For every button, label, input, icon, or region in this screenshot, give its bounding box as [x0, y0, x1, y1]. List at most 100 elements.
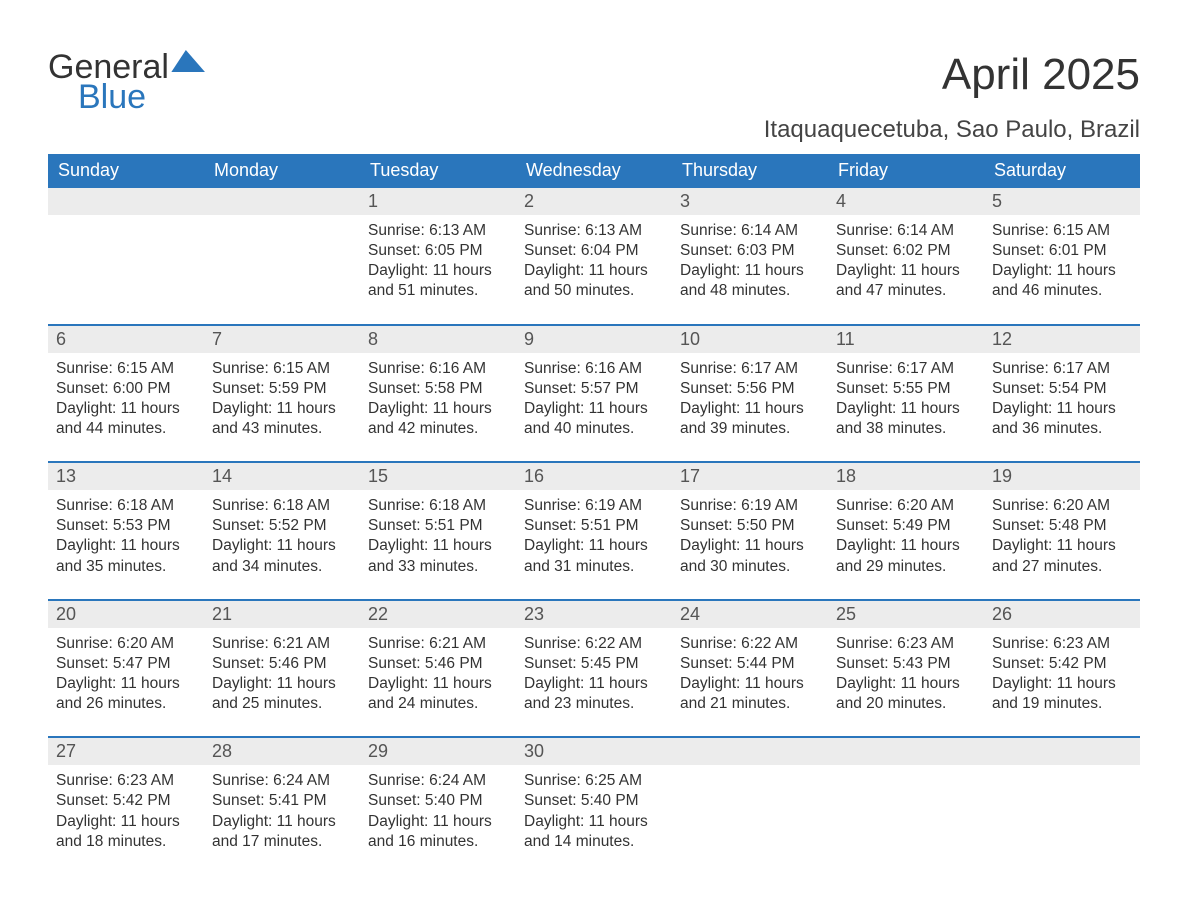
day-cell: Sunrise: 6:23 AMSunset: 5:43 PMDaylight:…: [828, 628, 984, 735]
day-cell: Sunrise: 6:16 AMSunset: 5:58 PMDaylight:…: [360, 353, 516, 460]
daylight-line: Daylight: 11 hours and 39 minutes.: [680, 399, 818, 439]
day-number: 13: [48, 463, 204, 490]
sunrise-line: Sunrise: 6:23 AM: [836, 634, 974, 654]
daylight-line: Daylight: 11 hours and 17 minutes.: [212, 812, 350, 852]
sunrise-line: Sunrise: 6:19 AM: [524, 496, 662, 516]
day-number: 2: [516, 188, 672, 215]
sunrise-line: Sunrise: 6:18 AM: [56, 496, 194, 516]
day-header: Saturday: [984, 154, 1140, 188]
daylight-line: Daylight: 11 hours and 46 minutes.: [992, 261, 1130, 301]
sunrise-line: Sunrise: 6:13 AM: [524, 221, 662, 241]
week-block: 12345Sunrise: 6:13 AMSunset: 6:05 PMDayl…: [48, 188, 1140, 322]
sunrise-line: Sunrise: 6:17 AM: [836, 359, 974, 379]
sunset-line: Sunset: 5:40 PM: [368, 791, 506, 811]
day-cell: Sunrise: 6:19 AMSunset: 5:50 PMDaylight:…: [672, 490, 828, 597]
sunset-line: Sunset: 5:55 PM: [836, 379, 974, 399]
sunset-line: Sunset: 5:53 PM: [56, 516, 194, 536]
sunrise-line: Sunrise: 6:14 AM: [836, 221, 974, 241]
day-cell: Sunrise: 6:15 AMSunset: 5:59 PMDaylight:…: [204, 353, 360, 460]
day-number: 28: [204, 738, 360, 765]
day-cell: Sunrise: 6:15 AMSunset: 6:01 PMDaylight:…: [984, 215, 1140, 322]
sunrise-line: Sunrise: 6:16 AM: [524, 359, 662, 379]
day-number: 14: [204, 463, 360, 490]
day-number: 27: [48, 738, 204, 765]
daylight-line: Daylight: 11 hours and 40 minutes.: [524, 399, 662, 439]
day-cell: Sunrise: 6:16 AMSunset: 5:57 PMDaylight:…: [516, 353, 672, 460]
day-header-row: SundayMondayTuesdayWednesdayThursdayFrid…: [48, 154, 1140, 188]
brand-logo: General Blue: [48, 50, 201, 114]
day-number: 15: [360, 463, 516, 490]
calendar: SundayMondayTuesdayWednesdayThursdayFrid…: [48, 154, 1140, 872]
brand-part2: Blue: [78, 80, 201, 114]
page-header: General Blue April 2025 Itaquaquecetuba,…: [48, 50, 1140, 144]
day-number: [672, 738, 828, 765]
day-cell: Sunrise: 6:13 AMSunset: 6:04 PMDaylight:…: [516, 215, 672, 322]
sunset-line: Sunset: 5:58 PM: [368, 379, 506, 399]
day-cell: Sunrise: 6:19 AMSunset: 5:51 PMDaylight:…: [516, 490, 672, 597]
sunrise-line: Sunrise: 6:20 AM: [836, 496, 974, 516]
weeks-container: 12345Sunrise: 6:13 AMSunset: 6:05 PMDayl…: [48, 188, 1140, 872]
day-number: 22: [360, 601, 516, 628]
week-block: 20212223242526Sunrise: 6:20 AMSunset: 5:…: [48, 599, 1140, 735]
daylight-line: Daylight: 11 hours and 23 minutes.: [524, 674, 662, 714]
sunset-line: Sunset: 5:41 PM: [212, 791, 350, 811]
daylight-line: Daylight: 11 hours and 25 minutes.: [212, 674, 350, 714]
sunset-line: Sunset: 5:50 PM: [680, 516, 818, 536]
day-number: 18: [828, 463, 984, 490]
sunset-line: Sunset: 5:59 PM: [212, 379, 350, 399]
day-header: Sunday: [48, 154, 204, 188]
sunrise-line: Sunrise: 6:18 AM: [212, 496, 350, 516]
day-number: [828, 738, 984, 765]
daylight-line: Daylight: 11 hours and 50 minutes.: [524, 261, 662, 301]
day-cell: Sunrise: 6:20 AMSunset: 5:47 PMDaylight:…: [48, 628, 204, 735]
sunset-line: Sunset: 5:47 PM: [56, 654, 194, 674]
day-number: [48, 188, 204, 215]
day-number: 20: [48, 601, 204, 628]
sunrise-line: Sunrise: 6:23 AM: [56, 771, 194, 791]
sunrise-line: Sunrise: 6:22 AM: [524, 634, 662, 654]
sunrise-line: Sunrise: 6:15 AM: [992, 221, 1130, 241]
daylight-line: Daylight: 11 hours and 44 minutes.: [56, 399, 194, 439]
day-number: 21: [204, 601, 360, 628]
daynum-row: 27282930: [48, 738, 1140, 765]
daynum-row: 6789101112: [48, 326, 1140, 353]
day-number: [984, 738, 1140, 765]
sunset-line: Sunset: 5:42 PM: [992, 654, 1130, 674]
day-number: 6: [48, 326, 204, 353]
daylight-line: Daylight: 11 hours and 31 minutes.: [524, 536, 662, 576]
daylight-line: Daylight: 11 hours and 26 minutes.: [56, 674, 194, 714]
day-header: Thursday: [672, 154, 828, 188]
sunset-line: Sunset: 6:02 PM: [836, 241, 974, 261]
day-body-row: Sunrise: 6:15 AMSunset: 6:00 PMDaylight:…: [48, 353, 1140, 460]
sunrise-line: Sunrise: 6:17 AM: [992, 359, 1130, 379]
day-number: 5: [984, 188, 1140, 215]
sunset-line: Sunset: 5:48 PM: [992, 516, 1130, 536]
day-header: Friday: [828, 154, 984, 188]
day-cell: Sunrise: 6:20 AMSunset: 5:49 PMDaylight:…: [828, 490, 984, 597]
sunset-line: Sunset: 5:54 PM: [992, 379, 1130, 399]
day-number: 19: [984, 463, 1140, 490]
daylight-line: Daylight: 11 hours and 36 minutes.: [992, 399, 1130, 439]
day-number: 9: [516, 326, 672, 353]
day-cell: Sunrise: 6:24 AMSunset: 5:41 PMDaylight:…: [204, 765, 360, 872]
day-cell: Sunrise: 6:14 AMSunset: 6:03 PMDaylight:…: [672, 215, 828, 322]
sunset-line: Sunset: 6:04 PM: [524, 241, 662, 261]
daylight-line: Daylight: 11 hours and 51 minutes.: [368, 261, 506, 301]
day-cell: Sunrise: 6:14 AMSunset: 6:02 PMDaylight:…: [828, 215, 984, 322]
day-cell: Sunrise: 6:17 AMSunset: 5:54 PMDaylight:…: [984, 353, 1140, 460]
day-number: 11: [828, 326, 984, 353]
day-cell: Sunrise: 6:25 AMSunset: 5:40 PMDaylight:…: [516, 765, 672, 872]
day-cell: [204, 215, 360, 322]
day-header: Tuesday: [360, 154, 516, 188]
daylight-line: Daylight: 11 hours and 19 minutes.: [992, 674, 1130, 714]
sunrise-line: Sunrise: 6:22 AM: [680, 634, 818, 654]
sunset-line: Sunset: 6:00 PM: [56, 379, 194, 399]
daylight-line: Daylight: 11 hours and 34 minutes.: [212, 536, 350, 576]
daylight-line: Daylight: 11 hours and 27 minutes.: [992, 536, 1130, 576]
day-number: 12: [984, 326, 1140, 353]
sunrise-line: Sunrise: 6:13 AM: [368, 221, 506, 241]
day-cell: Sunrise: 6:18 AMSunset: 5:51 PMDaylight:…: [360, 490, 516, 597]
daylight-line: Daylight: 11 hours and 20 minutes.: [836, 674, 974, 714]
brand-triangle-icon: [169, 50, 205, 72]
day-cell: Sunrise: 6:21 AMSunset: 5:46 PMDaylight:…: [204, 628, 360, 735]
